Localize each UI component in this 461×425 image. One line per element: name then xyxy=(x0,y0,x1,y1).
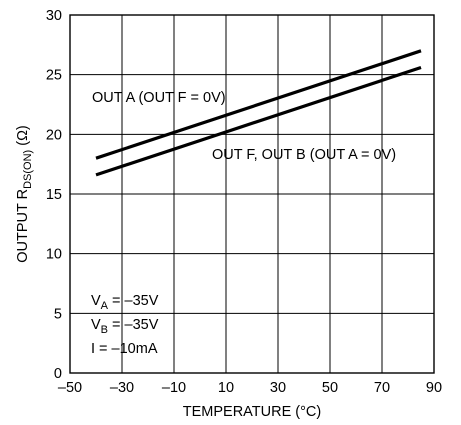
y-axis-label: OUTPUT RDS(ON) (Ω) xyxy=(15,125,34,263)
y-axis-label-unit: (Ω) xyxy=(15,125,31,150)
condition-i: I = –10mA xyxy=(91,341,158,357)
y-axis-label-main: OUTPUT R xyxy=(15,189,31,263)
plot-area-frame xyxy=(69,14,435,374)
x-tick-label: 10 xyxy=(218,380,234,396)
y-tick-label: 0 xyxy=(54,366,62,382)
x-tick-label: 70 xyxy=(374,380,390,396)
condition-va-value: = –35V xyxy=(108,293,159,309)
series-lines xyxy=(95,49,422,177)
condition-vb-value: = –35V xyxy=(108,317,159,333)
y-tick-label: 10 xyxy=(46,247,62,263)
grid xyxy=(70,15,434,373)
condition-vb-symbol: V xyxy=(91,317,101,333)
condition-vb: VB = –35V xyxy=(91,317,159,336)
condition-va: VA = –35V xyxy=(91,293,159,312)
condition-i-symbol: I xyxy=(91,341,95,357)
y-tick-label: 5 xyxy=(54,306,62,322)
x-tick-label: –50 xyxy=(58,380,82,396)
y-axis-label-subscript: DS(ON) xyxy=(22,150,34,189)
y-tick-label: 25 xyxy=(46,68,62,84)
condition-i-value: = –10mA xyxy=(95,341,158,357)
x-axis-label: TEMPERATURE (°C) xyxy=(183,404,321,420)
condition-va-symbol: V xyxy=(91,293,101,309)
series-label-out-a: OUT A (OUT F = 0V) xyxy=(92,90,226,106)
series-line-1 xyxy=(95,65,422,177)
x-tick-label: 50 xyxy=(322,380,338,396)
series-label-out-f-out-b: OUT F, OUT B (OUT A = 0V) xyxy=(212,147,396,163)
condition-va-subscript: A xyxy=(101,300,109,312)
tick-labels: –50 –30 –10 10 30 50 70 90 0 5 10 15 20 25 30 xyxy=(46,8,442,396)
test-conditions: VA = –35V VB = –35V I = –10mA xyxy=(91,293,159,357)
y-tick-label: 15 xyxy=(46,187,62,203)
x-tick-label: –10 xyxy=(162,380,186,396)
series-line-0 xyxy=(95,49,422,160)
x-tick-label: 30 xyxy=(270,380,286,396)
x-tick-label: –30 xyxy=(110,380,134,396)
condition-vb-subscript: B xyxy=(101,324,108,336)
y-tick-label: 20 xyxy=(46,127,62,143)
x-tick-label: 90 xyxy=(426,380,442,396)
y-tick-label: 30 xyxy=(46,8,62,24)
